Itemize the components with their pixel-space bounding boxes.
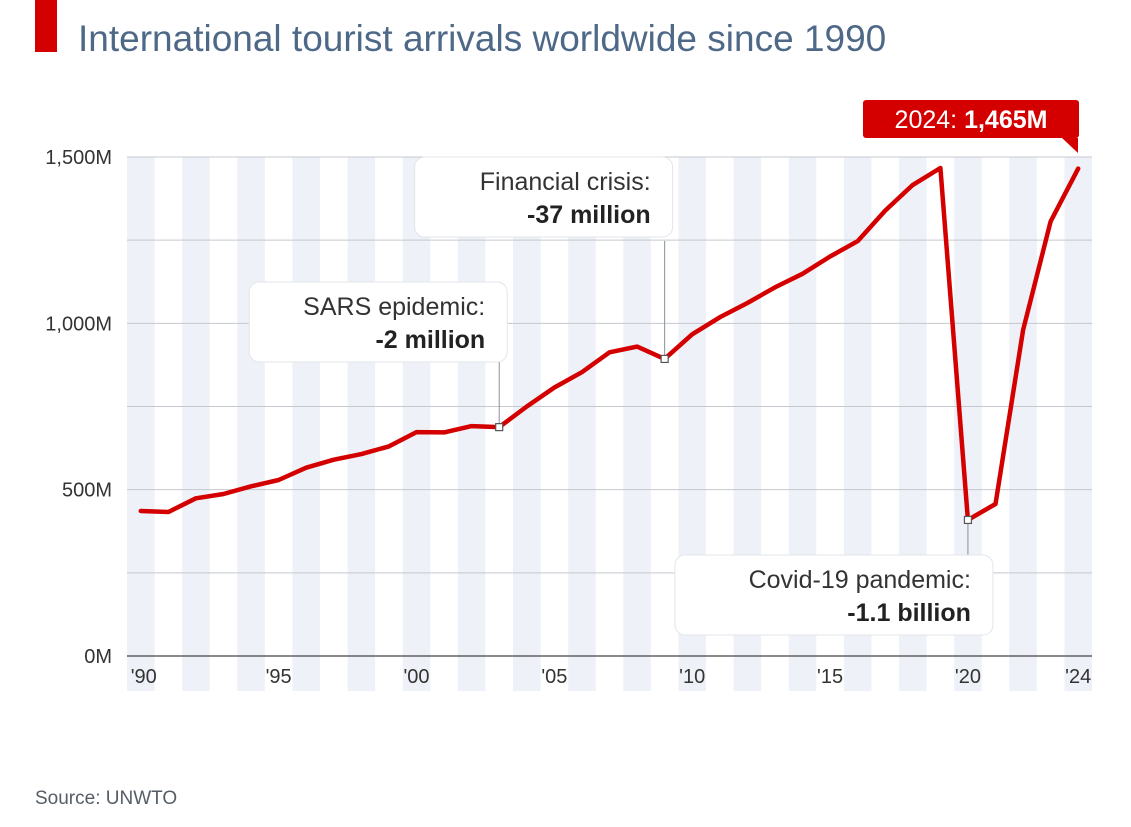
year-band xyxy=(182,157,210,691)
data-point xyxy=(552,386,556,390)
data-point xyxy=(277,478,281,482)
annotation-box xyxy=(248,281,508,363)
data-point xyxy=(911,183,915,187)
annotation-marker xyxy=(495,423,504,432)
data-point xyxy=(304,466,308,470)
x-tick-label: '15 xyxy=(817,666,843,688)
data-point xyxy=(387,444,391,448)
callout-year: 2024: xyxy=(895,106,965,134)
data-point xyxy=(938,166,942,170)
year-band xyxy=(347,157,376,691)
source-note: Source: UNWTO xyxy=(35,788,178,809)
year-band xyxy=(402,157,431,691)
data-point xyxy=(608,350,612,354)
data-point xyxy=(828,254,832,258)
data-point xyxy=(470,424,474,428)
annotation-title: Covid-19 pandemic: xyxy=(749,566,971,594)
x-tick-label: '24 xyxy=(1065,666,1091,688)
year-band xyxy=(513,157,541,691)
year-band xyxy=(237,157,265,691)
annotation-marker xyxy=(660,354,669,364)
data-point xyxy=(1076,167,1080,171)
year-band xyxy=(1009,157,1037,691)
data-point xyxy=(166,510,170,514)
annotation-box xyxy=(674,554,994,636)
data-point xyxy=(718,315,722,319)
annotation-title: Financial crisis: xyxy=(480,168,651,196)
x-tick-label: '10 xyxy=(679,666,705,688)
callout-value: 1,465M xyxy=(964,106,1047,134)
y-tick-label: 1,000M xyxy=(45,313,112,335)
year-band xyxy=(568,157,596,691)
annotation-value: -37 million xyxy=(527,201,651,229)
data-point xyxy=(690,332,694,336)
series-line xyxy=(138,165,1081,523)
data-point xyxy=(773,285,777,289)
data-point xyxy=(249,484,253,488)
data-point xyxy=(635,345,639,349)
data-point xyxy=(856,239,860,243)
x-tick-label: '20 xyxy=(955,666,981,688)
callout-pointer xyxy=(1062,138,1078,153)
data-point xyxy=(332,458,336,462)
data-point xyxy=(580,370,584,374)
year-band xyxy=(292,157,320,691)
data-point xyxy=(1021,328,1025,332)
title-accent-bar xyxy=(35,0,57,52)
y-tick-label: 1,500M xyxy=(45,147,112,169)
x-tick-label: '00 xyxy=(403,666,429,688)
data-point xyxy=(139,509,143,513)
data-point xyxy=(222,492,226,496)
annotation-marker xyxy=(963,515,973,525)
data-point xyxy=(415,430,419,434)
year-band xyxy=(127,157,155,691)
data-point xyxy=(1049,220,1053,224)
year-band xyxy=(623,157,651,691)
annotation-box xyxy=(414,156,674,238)
annotation-value: -2 million xyxy=(375,326,485,354)
data-point xyxy=(994,502,998,506)
callout-label: 2024: 1,465M xyxy=(895,106,1048,134)
chart-title: International tourist arrivals worldwide… xyxy=(78,18,887,59)
data-point xyxy=(359,452,363,456)
data-point xyxy=(194,496,198,500)
callout-box xyxy=(863,100,1079,138)
x-tick-label: '95 xyxy=(266,666,292,688)
data-point xyxy=(525,405,529,409)
data-point xyxy=(745,301,749,305)
data-point xyxy=(442,430,446,434)
annotation-value: -1.1 billion xyxy=(847,599,971,627)
y-tick-label: 500M xyxy=(62,480,112,502)
data-point xyxy=(883,209,887,213)
y-tick-label: 0M xyxy=(84,646,112,668)
x-tick-label: '05 xyxy=(541,666,567,688)
year-band xyxy=(1064,157,1092,691)
data-point xyxy=(801,272,805,276)
x-tick-label: '90 xyxy=(131,666,157,688)
line-chart: 0M 500M 1,000M 1,500M '90 '95 '00 '05 '10 '15 '20 '… xyxy=(45,100,1092,691)
annotation-title: SARS epidemic: xyxy=(303,293,485,321)
